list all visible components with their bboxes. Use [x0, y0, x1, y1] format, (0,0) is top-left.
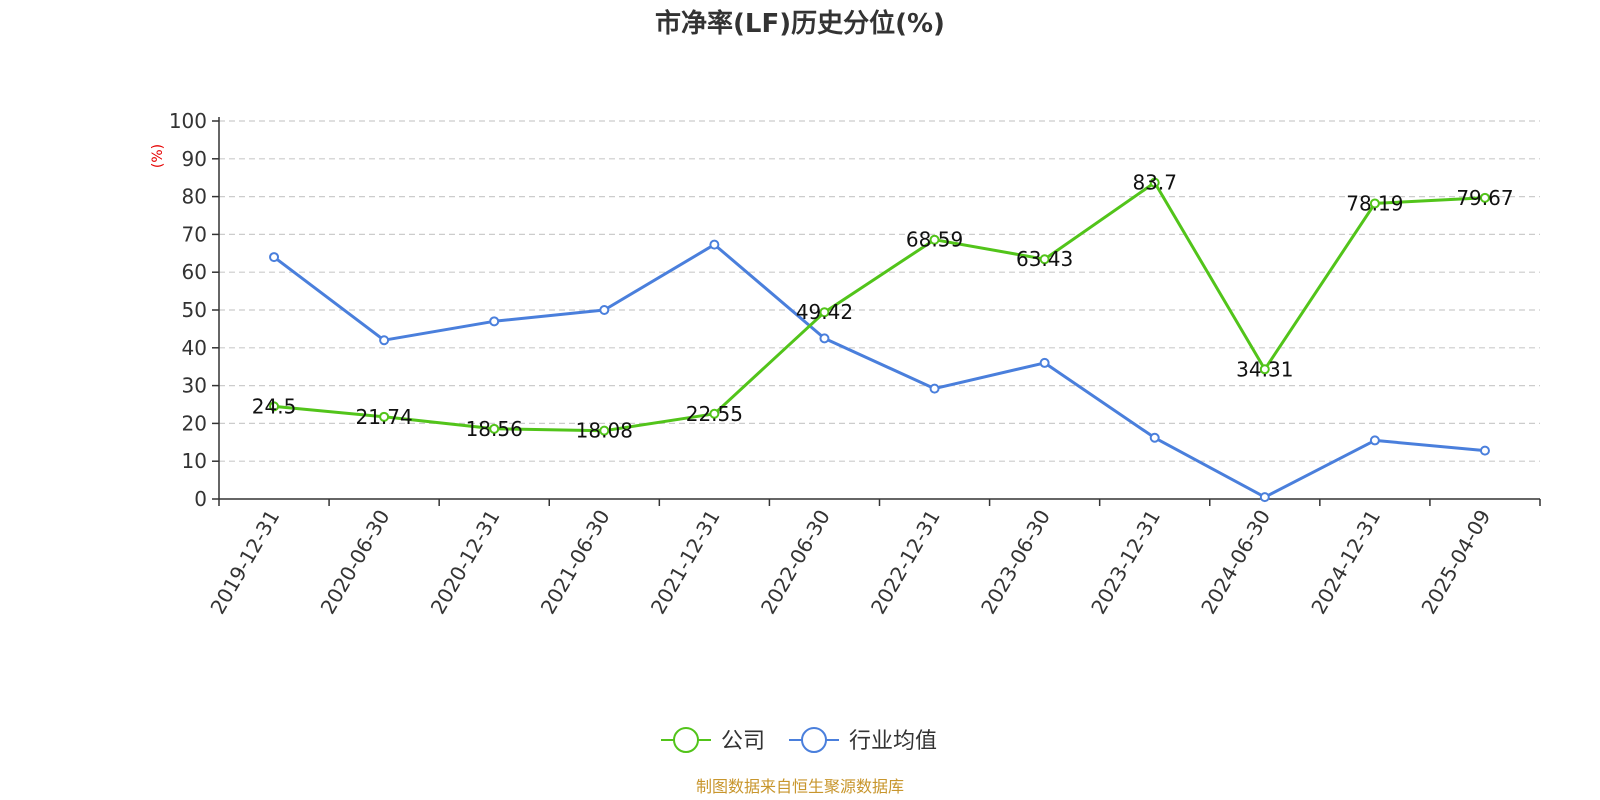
data-point: [1479, 445, 1490, 456]
data-point: [1039, 254, 1050, 265]
y-tick-label: 90: [182, 147, 207, 171]
data-point: [1149, 432, 1160, 443]
data-point: [819, 307, 830, 318]
data-point: [1259, 364, 1270, 375]
x-tick-label: 2020-06-30: [316, 506, 395, 619]
data-point: [489, 316, 500, 327]
data-label: 63.43: [1016, 247, 1073, 271]
data-point: [709, 239, 720, 250]
y-tick-labels: 0 10 20 30 40 50 60 70 80 90 100: [169, 109, 207, 511]
data-point: [269, 252, 280, 263]
y-tick-label: 100: [169, 109, 207, 133]
x-tick-label: 2022-06-30: [756, 506, 835, 619]
series-line: [273, 181, 1486, 433]
x-tick-label: 2022-12-31: [866, 506, 945, 619]
x-tick-label: 2021-12-31: [646, 506, 725, 619]
data-point: [599, 305, 610, 315]
y-tick-label: 40: [182, 336, 207, 360]
x-tick-label: 2024-06-30: [1196, 506, 1275, 619]
data-point: [709, 408, 720, 419]
axes: [212, 117, 1541, 506]
x-tick-label: 2025-04-09: [1416, 506, 1495, 619]
data-point: [269, 401, 280, 412]
y-tick-label: 0: [194, 487, 207, 511]
data-point: [929, 383, 940, 394]
data-label: 21.74: [355, 405, 412, 429]
y-tick-label: 10: [182, 449, 207, 473]
data-point: [1479, 192, 1490, 203]
data-label: 18.08: [576, 419, 633, 443]
data-point: [379, 411, 390, 422]
legend-label: 公司: [721, 729, 765, 754]
y-tick-label: 70: [182, 222, 207, 246]
legend-swatch-marker: [801, 727, 827, 753]
legend-swatch-marker: [673, 727, 699, 753]
data-label: 18.56: [466, 417, 523, 441]
y-tick-label: 20: [182, 411, 207, 435]
x-tick-label: 2023-12-31: [1086, 506, 1165, 619]
legend: 公司 行业均值: [661, 727, 937, 754]
source-note: 制图数据来自恒生聚源数据库: [696, 777, 904, 796]
data-label: 78.19: [1346, 191, 1403, 215]
data-point: [1039, 357, 1050, 368]
x-tick-label: 2019-12-31: [205, 506, 284, 619]
legend-label: 行业均值: [849, 729, 937, 754]
x-tick-labels: 2019-12-31 2020-06-30 2020-12-31 2021-06-30…: [205, 506, 1495, 619]
data-point: [489, 423, 500, 434]
data-point: [929, 234, 940, 245]
data-point: [819, 333, 830, 344]
x-tick-label: 2021-06-30: [536, 506, 615, 619]
y-tick-label: 50: [182, 298, 207, 322]
x-tick-label: 2020-12-31: [426, 506, 505, 619]
series-line: [273, 243, 1486, 499]
data-label: 79.67: [1456, 186, 1513, 210]
data-label: 22.55: [686, 402, 743, 426]
y-axis-unit: (%): [150, 144, 166, 168]
data-point: [1369, 435, 1380, 446]
y-tick-label: 30: [182, 374, 207, 398]
data-point: [1369, 198, 1380, 209]
chart-title: 市净率(LF)历史分位(%): [655, 8, 945, 39]
data-label: 24.5: [252, 394, 297, 418]
data-label: 49.42: [796, 300, 853, 324]
data-label: 68.59: [906, 228, 963, 252]
series-layer: [269, 177, 1490, 503]
data-point: [1259, 492, 1270, 503]
data-point: [599, 425, 610, 436]
data-label: 83.7: [1132, 171, 1177, 195]
data-point: [1149, 177, 1160, 188]
y-tick-label: 60: [182, 260, 207, 284]
data-labels: 24.5 21.74 18.56 18.08 22.55 49.42 68.59 63.43 8…: [252, 171, 1514, 443]
data-label: 34.31: [1236, 357, 1293, 381]
grid-lines: [219, 120, 1540, 462]
data-point: [379, 335, 390, 346]
x-tick-label: 2023-06-30: [976, 506, 1055, 619]
x-tick-label: 2024-12-31: [1306, 506, 1385, 619]
y-tick-label: 80: [182, 185, 207, 209]
